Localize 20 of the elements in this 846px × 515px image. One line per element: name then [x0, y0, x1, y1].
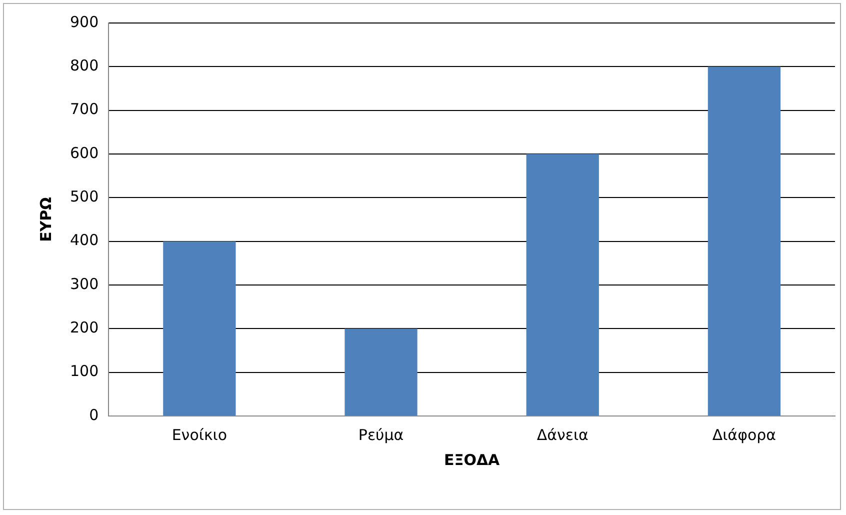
x-tick-label: Δάνεια [536, 426, 589, 444]
x-tick-label: Ενοίκιο [172, 426, 228, 444]
bar [163, 241, 236, 416]
x-tick-label: Διάφορα [712, 426, 776, 444]
y-tick-label: 500 [70, 188, 99, 206]
y-tick-label: 400 [70, 231, 99, 250]
bar [344, 328, 418, 416]
x-axis-title: ΕΞΟΔΑ [444, 450, 500, 469]
y-tick-label: 900 [70, 12, 99, 31]
bar [708, 66, 781, 416]
y-tick-label: 700 [70, 100, 99, 118]
y-tick-label: 300 [70, 274, 99, 293]
y-tick-label: 600 [70, 144, 99, 162]
y-tick-label: 0 [89, 406, 99, 424]
y-axis-title: ΕΥΡΩ [36, 196, 55, 242]
y-tick-label: 800 [70, 56, 99, 75]
y-tick-label: 200 [70, 318, 99, 337]
x-tick-label: Ρεύμα [358, 426, 404, 444]
bar [526, 154, 599, 416]
y-tick-label: 100 [70, 362, 99, 380]
